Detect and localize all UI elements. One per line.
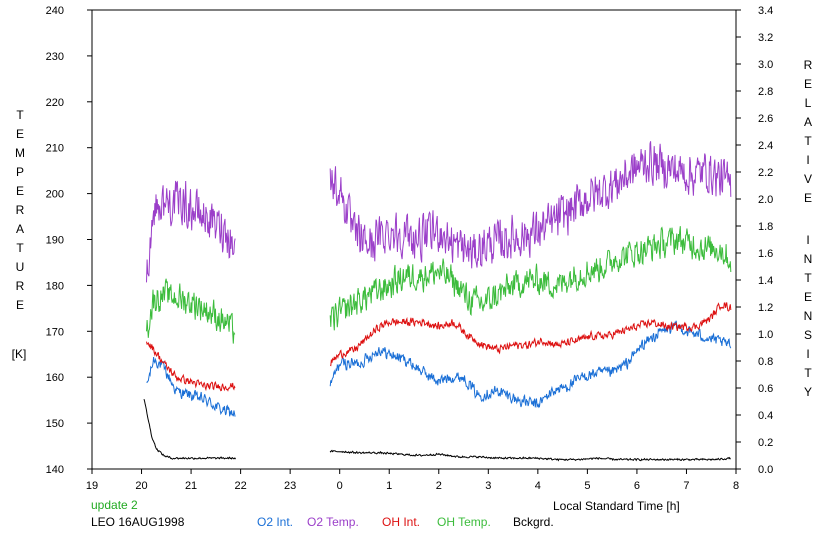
left-axis-label-letter: A — [15, 222, 24, 236]
x-tick-label: 0 — [337, 480, 343, 492]
x-tick-label: 21 — [185, 480, 197, 492]
series-line-o2-temp — [146, 180, 236, 283]
right-tick-label: 1.6 — [758, 248, 773, 260]
series-line-bckgrd — [329, 449, 731, 462]
right-axis-label-letter: E — [803, 290, 812, 304]
right-tick-label: 0.4 — [758, 410, 773, 422]
right-axis-label-letter: Y — [803, 385, 812, 399]
right-tick-label: 2.4 — [758, 140, 773, 152]
left-tick-label: 190 — [46, 235, 64, 247]
left-axis-label-letter: E — [15, 184, 24, 198]
right-tick-label: 1.4 — [758, 275, 773, 287]
series-line-oh-int — [146, 341, 236, 392]
series-line-oh-temp — [329, 226, 732, 331]
right-tick-label: 3.4 — [758, 5, 773, 17]
station-label: LEO 16AUG1998 — [91, 515, 185, 529]
x-tick-label: 20 — [135, 480, 147, 492]
legend-entry: OH Int. — [382, 515, 421, 529]
right-axis-label-letter: I — [806, 233, 810, 247]
right-axis-label-letter: I — [806, 347, 810, 361]
x-axis-title: Local Standard Time [h] — [553, 499, 680, 513]
left-axis-label-letter: P — [15, 165, 24, 179]
right-tick-label: 2.0 — [758, 194, 773, 206]
right-axis-label-letter: T — [804, 366, 812, 380]
left-tick-label: 240 — [46, 5, 64, 17]
left-axis-label-letter: M — [15, 146, 25, 160]
x-tick-label: 22 — [234, 480, 246, 492]
right-axis-label-letter: A — [803, 115, 812, 129]
x-tick-label: 7 — [683, 480, 689, 492]
left-axis-label-letter: U — [15, 260, 25, 274]
right-axis-label-letter: V — [803, 172, 812, 186]
left-tick-label: 210 — [46, 143, 64, 155]
series-line-oh-int — [330, 302, 732, 367]
left-tick-label: 170 — [46, 326, 64, 338]
right-axis-label-letter: T — [804, 134, 812, 148]
right-axis-label-letter: T — [804, 271, 812, 285]
right-axis-label-letter: R — [803, 58, 813, 72]
left-axis-label-letter: R — [15, 203, 25, 217]
left-axis-label-letter: E — [15, 298, 24, 312]
legend-entry: Bckgrd. — [513, 515, 554, 529]
x-tick-label: 1 — [386, 480, 392, 492]
right-tick-label: 3.2 — [758, 32, 773, 44]
right-tick-label: 1.8 — [758, 221, 773, 233]
right-tick-label: 1.0 — [758, 329, 773, 341]
x-tick-label: 8 — [733, 480, 739, 492]
right-axis-label-letter: L — [804, 96, 812, 110]
legend-entry: OH Temp. — [437, 515, 491, 529]
x-tick-label: 6 — [634, 480, 640, 492]
left-tick-label: 160 — [46, 372, 64, 384]
right-tick-label: 0.0 — [758, 464, 773, 476]
right-axis-label-letter: E — [803, 191, 812, 205]
right-axis-label-letter: E — [803, 77, 812, 91]
legend-entry: O2 Int. — [257, 515, 294, 529]
series-line-o2-int — [329, 320, 732, 409]
left-tick-label: 140 — [46, 464, 64, 476]
left-tick-label: 200 — [46, 189, 64, 201]
right-tick-label: 0.6 — [758, 383, 773, 395]
right-axis-label-letter: N — [803, 252, 813, 266]
series-line-bckgrd — [143, 398, 237, 460]
x-tick-label: 3 — [485, 480, 491, 492]
series-layer — [143, 141, 732, 462]
x-tick-label: 4 — [535, 480, 541, 492]
right-tick-label: 0.8 — [758, 356, 773, 368]
left-tick-label: 230 — [46, 51, 64, 63]
left-axis-label-letter: T — [16, 241, 24, 255]
right-tick-label: 1.2 — [758, 302, 773, 314]
right-tick-label: 2.6 — [758, 113, 773, 125]
right-axis-label-letter: S — [803, 328, 812, 342]
series-line-oh-temp — [146, 278, 236, 344]
left-tick-label: 180 — [46, 280, 64, 292]
right-axis-label-letter: N — [803, 309, 813, 323]
axis-layer: 1401501601701801902002102202302400.00.20… — [46, 5, 774, 492]
right-tick-label: 2.2 — [758, 167, 773, 179]
left-tick-label: 220 — [46, 97, 64, 109]
series-line-o2-temp — [329, 141, 732, 269]
x-tick-label: 19 — [86, 480, 98, 492]
left-axis-label-letter: E — [15, 127, 24, 141]
right-tick-label: 2.8 — [758, 86, 773, 98]
left-tick-label: 150 — [46, 418, 64, 430]
right-axis-label-letter: I — [806, 153, 810, 167]
x-tick-label: 5 — [584, 480, 590, 492]
left-axis-label-letter: T — [16, 108, 24, 122]
x-tick-label: 2 — [436, 480, 442, 492]
series-line-o2-int — [146, 357, 236, 417]
left-axis-label-letter: R — [15, 279, 25, 293]
update-label: update 2 — [91, 498, 138, 512]
legend-entry: O2 Temp. — [307, 515, 359, 529]
x-tick-label: 23 — [284, 480, 296, 492]
right-tick-label: 3.0 — [758, 59, 773, 71]
left-axis-unit: [K] — [11, 347, 27, 361]
right-tick-label: 0.2 — [758, 437, 773, 449]
